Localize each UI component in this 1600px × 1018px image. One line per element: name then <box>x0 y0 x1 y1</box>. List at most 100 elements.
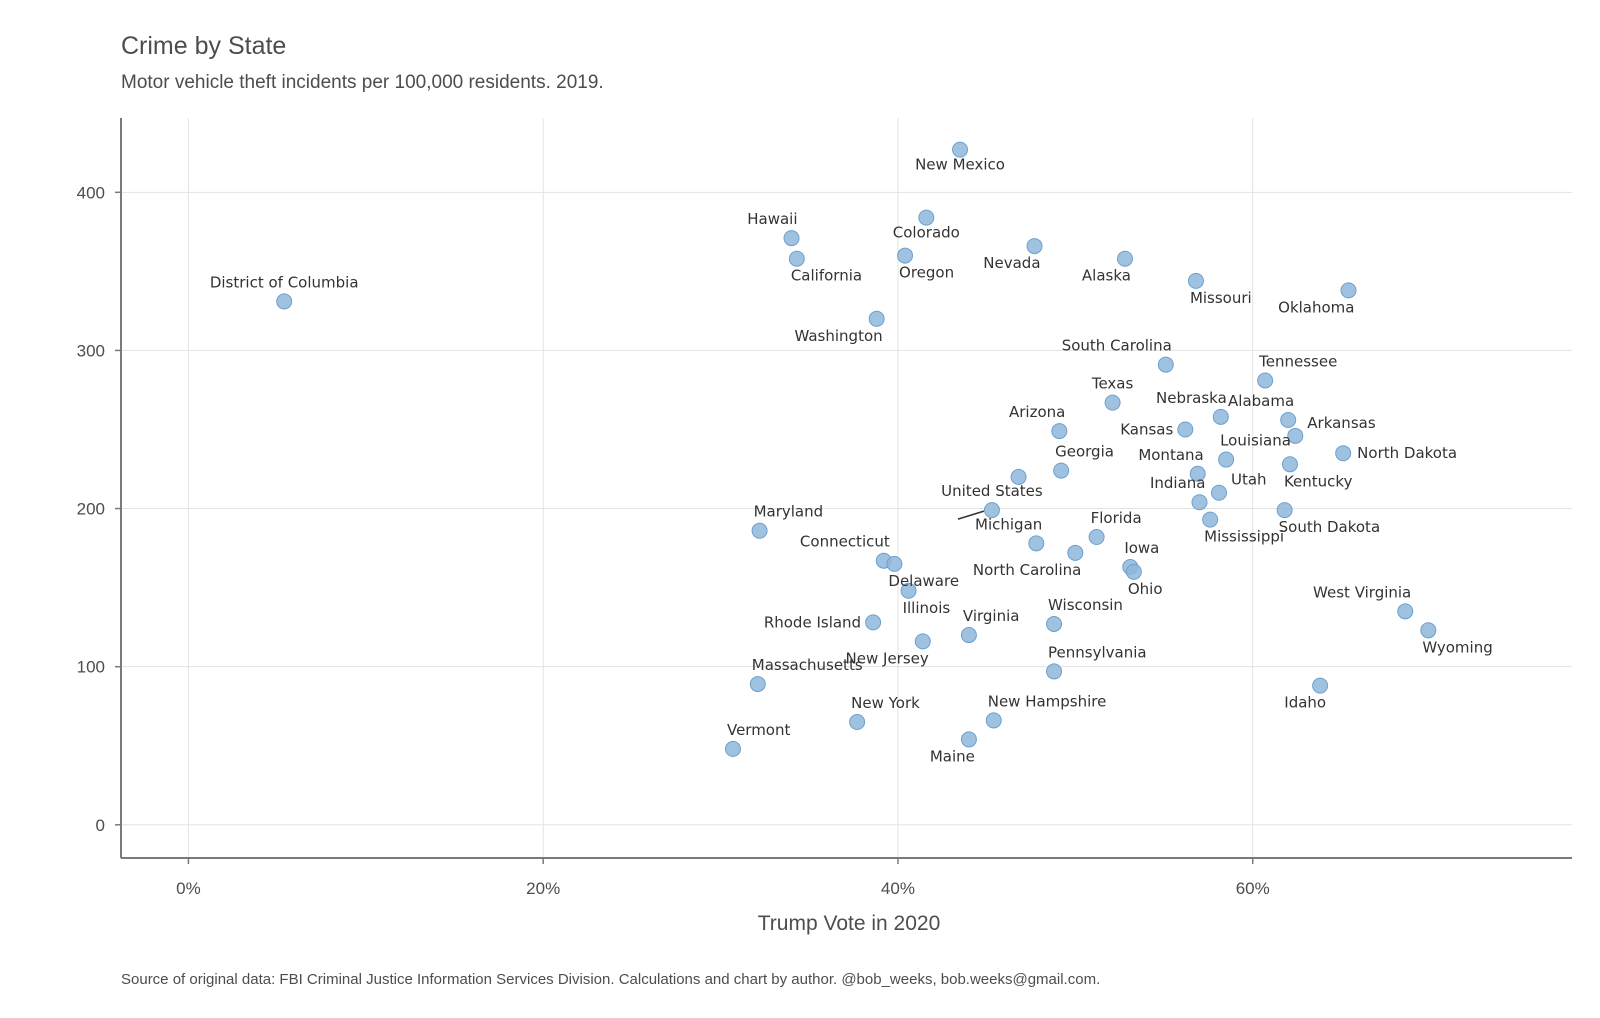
data-point <box>1191 494 1208 511</box>
data-point <box>865 614 882 631</box>
axes: 0% 20% 40% 60% 0 100 200 300 400 <box>77 118 1572 898</box>
data-point <box>1276 502 1293 519</box>
data-point <box>1067 544 1084 561</box>
point-label: Rhode Island <box>764 613 861 631</box>
chart-caption: Source of original data: FBI Criminal Ju… <box>121 971 1100 988</box>
data-point <box>1051 423 1068 440</box>
data-point <box>1189 465 1206 482</box>
data-point <box>1202 511 1219 528</box>
point-label: Connecticut <box>800 533 890 551</box>
data-point <box>276 293 293 310</box>
data-point <box>1340 282 1357 299</box>
point-label: Mississippi <box>1204 528 1284 546</box>
x-axis-title: Trump Vote in 2020 <box>758 912 941 935</box>
data-point <box>960 627 977 644</box>
point-label: Wisconsin <box>1048 596 1123 614</box>
data-point <box>788 250 805 267</box>
point-label: California <box>791 267 862 285</box>
point-label: North Carolina <box>973 561 1081 579</box>
data-point <box>1280 412 1297 429</box>
data-point <box>849 714 866 731</box>
data-point <box>1397 603 1414 620</box>
point-label: Alabama <box>1228 392 1294 410</box>
data-point <box>1116 250 1133 267</box>
point-label: Georgia <box>1055 443 1114 461</box>
data-point <box>868 310 885 327</box>
point-label: Missouri <box>1190 289 1252 307</box>
data-point <box>751 522 768 539</box>
data-point <box>1053 462 1070 479</box>
data-points <box>276 141 1437 757</box>
point-label: Kentucky <box>1284 472 1353 490</box>
data-point <box>952 141 969 158</box>
point-label: Massachusetts <box>752 656 863 674</box>
point-label: District of Columbia <box>210 273 359 291</box>
data-point <box>897 247 914 264</box>
point-label: Pennsylvania <box>1048 643 1147 661</box>
data-point <box>1125 563 1142 580</box>
point-label: Delaware <box>888 572 959 590</box>
data-point <box>749 676 766 693</box>
gridlines <box>121 118 1572 858</box>
leader-lines <box>957 510 985 520</box>
data-point <box>886 555 903 572</box>
data-point <box>1257 372 1274 389</box>
data-point <box>1211 484 1228 501</box>
point-label: Indiana <box>1150 474 1206 492</box>
data-point <box>914 633 931 650</box>
data-point <box>1010 468 1027 485</box>
chart-subtitle: Motor vehicle theft incidents per 100,00… <box>121 72 604 93</box>
point-label: Virginia <box>963 607 1020 625</box>
data-point <box>1312 677 1329 694</box>
point-label: Texas <box>1091 375 1134 393</box>
point-label: Illinois <box>903 599 951 617</box>
point-label: Arizona <box>1009 403 1065 421</box>
point-label: Idaho <box>1284 694 1326 712</box>
point-label: United States <box>941 482 1043 500</box>
point-label: Iowa <box>1124 539 1159 557</box>
data-point <box>918 209 935 226</box>
point-label: Florida <box>1091 509 1142 527</box>
data-point <box>1157 356 1174 373</box>
point-label: Kansas <box>1120 420 1173 438</box>
data-point <box>1028 535 1045 552</box>
point-label: Maryland <box>754 503 824 521</box>
data-point <box>1287 427 1304 444</box>
point-label: Tennessee <box>1258 352 1337 370</box>
data-point <box>1046 663 1063 680</box>
point-label: Maine <box>930 747 975 765</box>
point-label: Wyoming <box>1422 638 1492 656</box>
data-point <box>1104 394 1121 411</box>
point-label: Washington <box>794 327 882 345</box>
x-tick-label: 40% <box>881 879 915 898</box>
point-label: Nebraska <box>1156 389 1227 407</box>
point-label: Colorado <box>893 224 960 242</box>
point-label: New Jersey <box>846 649 929 667</box>
point-labels: New Mexico Colorado Hawaii California Oregon… <box>210 156 1493 766</box>
data-point <box>1218 451 1235 468</box>
x-tick-label: 60% <box>1236 879 1270 898</box>
y-tick-label: 400 <box>77 183 105 202</box>
data-point <box>985 712 1002 729</box>
y-tick-label: 0 <box>96 816 105 835</box>
point-label: Alaska <box>1082 267 1131 285</box>
data-point <box>1212 408 1229 425</box>
point-label: Louisiana <box>1220 432 1291 450</box>
minnesota-leader-line <box>957 510 985 520</box>
data-point <box>1088 529 1105 546</box>
data-point <box>1420 622 1437 639</box>
data-point <box>900 582 917 599</box>
point-label: Utah <box>1231 471 1267 489</box>
point-label: South Dakota <box>1279 518 1381 536</box>
y-tick-label: 100 <box>77 658 105 677</box>
x-tick-label: 20% <box>526 879 560 898</box>
x-tick-label: 0% <box>176 879 201 898</box>
point-label: New Mexico <box>915 156 1005 174</box>
data-point <box>1026 238 1043 255</box>
point-label: Montana <box>1138 446 1203 464</box>
point-label: North Dakota <box>1357 444 1457 462</box>
point-label: New York <box>851 694 920 712</box>
data-point <box>1335 445 1352 462</box>
point-label: West Virginia <box>1313 583 1411 601</box>
point-label: Arkansas <box>1307 414 1376 432</box>
